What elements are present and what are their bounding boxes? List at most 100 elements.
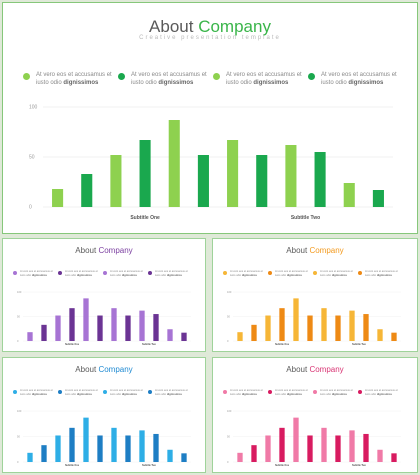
legend-line: At vero eos et accusamus et [321,72,397,78]
bar [372,190,384,207]
bar [55,315,61,341]
thumbnail-pink[interactable]: About Company At vero eos et accusamus e… [212,357,418,473]
y-tick-label: 50 [29,155,35,161]
bar [97,315,103,341]
bar [293,298,299,341]
legend-dot-icon [23,73,30,80]
y-tick-label: 100 [227,409,232,413]
bar [27,452,33,462]
legend-dot-icon [103,271,107,275]
title-prefix: About [75,365,97,374]
y-tick-label: 100 [227,290,232,294]
bar [52,189,64,207]
bar [391,453,397,462]
thumb-title: About Company [213,246,417,255]
thumbnail-blue[interactable]: About Company At vero eos et accusamus e… [2,357,206,473]
legend-line-prefix: iusto odio [131,80,159,87]
legend-text: At vero eos et accusamus et iusto odio di… [20,270,53,277]
legend-item: At vero eos et accusamus et iusto odio d… [118,71,213,87]
legend-text: At vero eos et accusamus et iusto odio di… [230,389,263,396]
bar [41,324,47,341]
title-accent: Company [98,365,133,374]
bar [125,435,131,462]
legend-line: iusto odio dignissimos [131,79,207,87]
bar [391,332,397,341]
bar [335,315,341,341]
legend-line: iusto odio dignissimos [226,79,302,87]
x-category-label: Subtitle One [275,343,290,346]
legend-line-bold: dignissimos [158,80,194,87]
legend-line-prefix: iusto odio [226,80,254,87]
bar [343,183,355,207]
legend-item: At vero eos et accusamus et iusto odio di… [223,270,268,277]
thumbnail-purple[interactable]: About Company At vero eos et accusamus e… [2,238,206,352]
title-prefix: About [286,246,308,255]
legend-text: At vero eos et accusamus et iusto odio di… [320,270,353,277]
legend-text: At vero eos et accusamus et iusto odio di… [275,389,308,396]
thumb-title: About Company [3,246,205,255]
thumb-title: About Company [213,365,417,374]
legend-line-bold: dignissimos [348,80,384,87]
legend-item: At vero eos et accusamus et iusto odio di… [13,389,58,396]
x-category-label: Subtitle Two [142,343,157,346]
title-accent: Company [98,246,133,255]
bar [237,452,243,462]
bar [256,155,268,207]
legend-dot-icon [103,390,107,394]
bar [139,140,151,207]
legend-line-prefix: iusto odio [321,80,349,87]
legend-text: At vero eos et accusamus et iusto odio di… [365,389,398,396]
thumb-bar-chart: 100 50 0 Subtitle One Subtitle Two [227,409,401,467]
bar [265,315,271,341]
legend-dot-icon [358,390,362,394]
bar [251,324,257,341]
x-category-label: Subtitle Two [291,215,320,221]
legend-text: At vero eos et accusamus et iusto odio di… [155,270,188,277]
y-tick-label: 0 [17,339,19,343]
y-tick-label: 0 [29,205,32,211]
legend-item: At vero eos et accusamus et iusto odio di… [58,270,103,277]
legend-text: At vero eos et accusamus et iusto odio di… [275,270,308,277]
bar [110,155,122,207]
bar [168,120,180,207]
x-category-label: Subtitle Two [352,343,367,346]
bar [307,315,313,341]
bar [153,314,159,341]
bar [349,430,355,462]
y-tick-label: 100 [29,105,38,111]
legend-text: At vero eos et accusamus et iusto odio d… [321,71,397,87]
thumb-legend: At vero eos et accusamus et iusto odio di… [223,389,403,396]
bar [139,310,145,341]
legend-line-bold: dignissimos [253,80,289,87]
legend-text: At vero eos et accusamus et iusto odio di… [155,389,188,396]
thumb-bar-chart: 100 50 0 Subtitle One Subtitle Two [17,290,191,346]
bar [111,308,117,341]
legend-item: At vero eos et accusamus et iusto odio di… [148,270,193,277]
main-slide[interactable]: About Company Creative presentation temp… [2,2,418,234]
y-tick-label: 50 [227,434,230,438]
y-tick-label: 50 [17,434,20,438]
bar [227,140,239,207]
bar [83,417,89,462]
thumb-legend: At vero eos et accusamus et iusto odio di… [13,270,193,277]
thumbnail-orange[interactable]: About Company At vero eos et accusamus e… [212,238,418,352]
bar [81,174,93,207]
bar [167,329,173,341]
legend-text: At vero eos et accusamus et iusto odio di… [110,270,143,277]
bar [321,427,327,462]
legend-dot-icon [223,271,227,275]
legend-dot-icon [118,73,125,80]
legend-text: At vero eos et accusamus et iusto odio di… [230,270,263,277]
bar [27,332,33,341]
title-prefix: About [75,246,97,255]
legend: At vero eos et accusamus et iusto odio d… [23,71,403,87]
thumb-bar-chart: 100 50 0 Subtitle One Subtitle Two [227,290,401,346]
legend-line: At vero eos et accusamus et [36,72,112,78]
legend-item: At vero eos et accusamus et iusto odio d… [23,71,118,87]
legend-dot-icon [148,390,152,394]
bar [265,435,271,462]
legend-text: At vero eos et accusamus et iusto odio d… [131,71,207,87]
bar [69,427,75,462]
legend-item: At vero eos et accusamus et iusto odio di… [58,389,103,396]
legend-line-bold: dignissimos [63,80,99,87]
